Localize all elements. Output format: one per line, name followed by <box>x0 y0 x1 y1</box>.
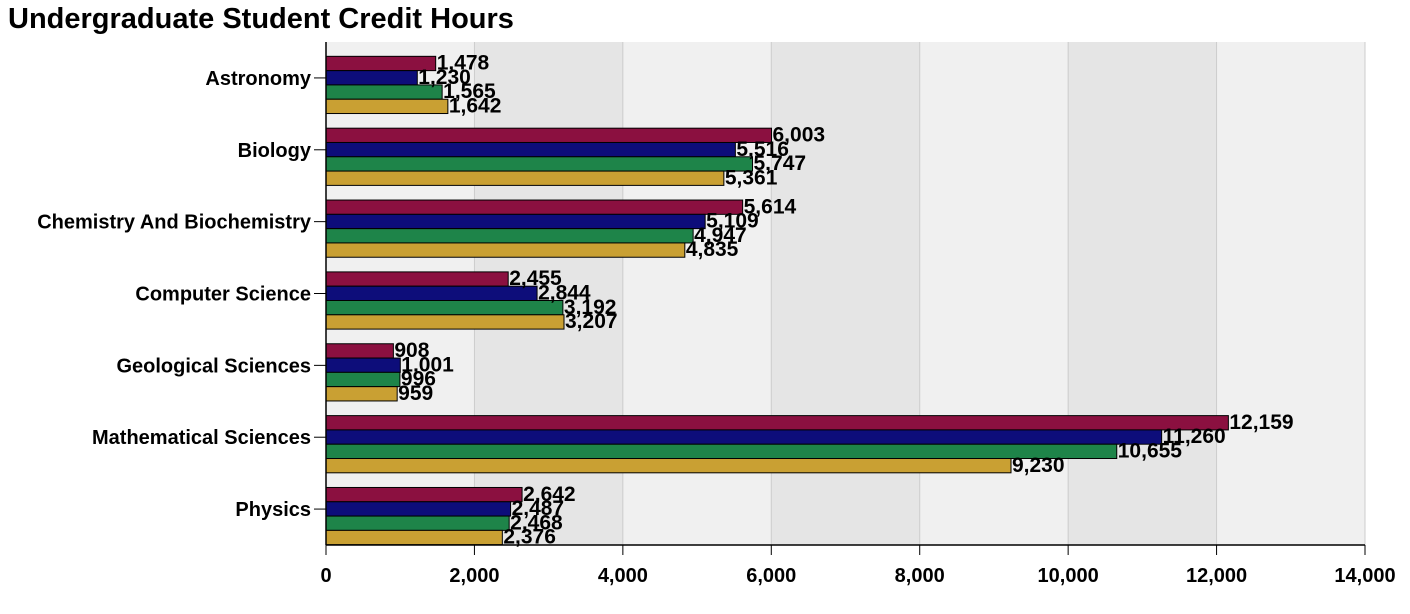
data-label: 5,614 <box>744 195 797 218</box>
data-label: 4,947 <box>694 224 747 247</box>
data-label: 996 <box>401 368 436 391</box>
data-label: 5,109 <box>706 210 759 233</box>
data-label: 10,655 <box>1118 440 1183 463</box>
x-tick-label: 0 <box>320 565 331 587</box>
data-label: 959 <box>398 382 433 405</box>
x-tick-label: 4,000 <box>598 565 648 587</box>
bar <box>325 300 564 316</box>
data-label: 5,361 <box>725 166 778 189</box>
data-label: 908 <box>394 339 429 362</box>
data-label: 1,230 <box>418 66 471 89</box>
x-tick-label: 12,000 <box>1186 565 1247 587</box>
bar <box>325 443 1118 460</box>
category-label: Chemistry And Biochemistry <box>37 212 312 234</box>
category-label: Astronomy <box>205 68 311 90</box>
bar <box>325 314 565 330</box>
bar <box>325 515 510 531</box>
data-label: 5,747 <box>754 152 807 175</box>
data-label: 3,192 <box>564 296 617 319</box>
x-tick-label: 10,000 <box>1038 565 1099 587</box>
bar <box>325 141 736 158</box>
bar <box>325 343 394 359</box>
category-label: Biology <box>238 140 312 162</box>
bar <box>325 199 744 215</box>
x-tick-labels: 0 2,000 4,000 6,000 8,000 10,000 12,000 14,000 <box>320 565 1395 587</box>
bar <box>325 156 754 172</box>
data-label: 2,487 <box>512 497 565 520</box>
data-label: 2,468 <box>510 511 563 534</box>
bar <box>325 127 773 143</box>
bar <box>325 501 512 517</box>
data-label: 3,207 <box>565 310 618 333</box>
chart-title: Undergraduate Student Credit Hours <box>8 3 514 35</box>
bar <box>325 170 725 186</box>
data-label: 11,260 <box>1163 425 1226 448</box>
bar <box>325 70 418 86</box>
category-label: Physics <box>235 499 311 521</box>
bar <box>325 98 449 115</box>
x-tick-label: 6,000 <box>746 565 796 587</box>
bar <box>325 429 1163 445</box>
axes <box>314 42 1366 555</box>
bars <box>325 55 1229 546</box>
bar <box>325 415 1229 431</box>
x-tick-label: 2,000 <box>449 565 499 587</box>
bar <box>325 285 538 302</box>
data-label: 2,642 <box>523 483 576 506</box>
bar <box>325 371 401 388</box>
grid-band <box>1216 42 1365 545</box>
x-tick-label: 8,000 <box>895 565 945 587</box>
bar <box>325 213 706 230</box>
category-label: Mathematical Sciences <box>92 427 311 449</box>
data-label: 2,455 <box>509 267 562 290</box>
bar <box>325 529 503 546</box>
bar <box>325 386 398 402</box>
data-label: 12,159 <box>1229 411 1293 434</box>
data-label: 2,844 <box>538 282 591 305</box>
data-label: 1,642 <box>449 95 502 118</box>
bar <box>325 242 686 258</box>
bar <box>325 228 694 244</box>
bar <box>325 486 523 503</box>
grid-band <box>1068 42 1217 545</box>
data-label: 4,835 <box>686 238 739 261</box>
x-tick-label: 14,000 <box>1334 565 1395 587</box>
data-label: 2,376 <box>503 526 556 549</box>
data-label: 1,478 <box>437 52 490 75</box>
data-label: 5,516 <box>736 138 789 161</box>
data-label: 9,230 <box>1012 454 1065 477</box>
data-label: 1,001 <box>401 353 454 376</box>
category-labels: Astronomy Biology Chemistry And Biochemist… <box>37 68 312 521</box>
bar <box>325 357 401 373</box>
data-label: 1,565 <box>443 80 496 103</box>
data-label: 6,003 <box>773 123 826 146</box>
bar <box>325 458 1012 474</box>
bar <box>325 271 509 287</box>
category-label: Computer Science <box>135 284 311 306</box>
category-label: Geological Sciences <box>116 355 311 377</box>
